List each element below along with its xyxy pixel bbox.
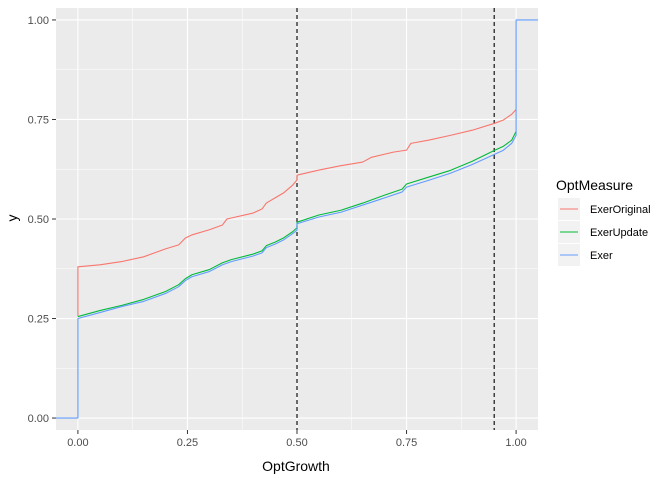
- series-line-exer: [56, 19, 538, 419]
- y-tick-label: 0.50: [28, 214, 49, 226]
- legend-key-exerupdate: ExerUpdate: [558, 221, 648, 243]
- y-tick-label: 0.75: [28, 114, 49, 126]
- x-tick-label: 0.00: [67, 437, 88, 449]
- legend-key-exer: Exer: [558, 244, 613, 266]
- y-tick-label: 1.00: [28, 15, 49, 27]
- legend: OptMeasure ExerOriginal ExerUpdate Exer: [556, 177, 651, 266]
- x-tick-label: 0.25: [177, 437, 198, 449]
- x-tick-label: 1.00: [505, 437, 526, 449]
- x-tick-label: 0.75: [396, 437, 417, 449]
- series-line-exeroriginal: [77, 109, 517, 317]
- legend-label: Exer: [590, 250, 613, 262]
- x-tick-label: 0.50: [286, 437, 307, 449]
- y-tick-label: 0.00: [28, 413, 49, 425]
- legend-label: ExerOriginal: [590, 204, 651, 216]
- x-axis-title: OptGrowth: [262, 458, 330, 474]
- legend-label: ExerUpdate: [590, 227, 648, 239]
- legend-title: OptMeasure: [556, 177, 633, 193]
- legend-key-exeroriginal: ExerOriginal: [558, 198, 651, 220]
- series-line-exerupdate: [77, 131, 517, 318]
- y-axis-title: y: [4, 215, 20, 222]
- y-tick-label: 0.25: [28, 314, 49, 326]
